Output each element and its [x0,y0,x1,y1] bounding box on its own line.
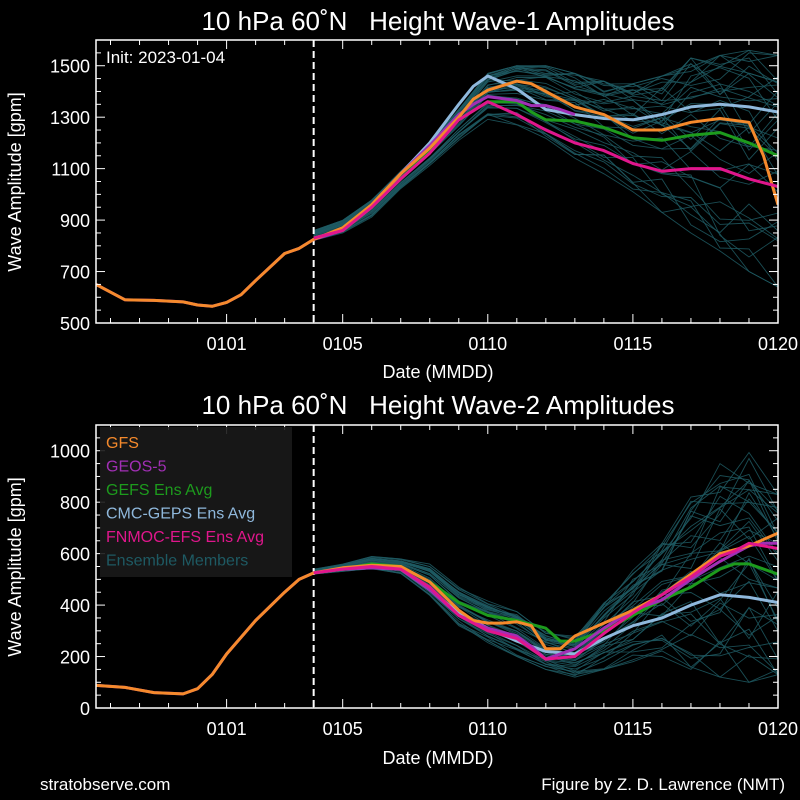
y-tick-label: 900 [60,211,90,231]
x-tick-label: 0101 [207,334,247,354]
x-tick-label: 0110 [468,334,507,354]
legend-entry: Ensemble Members [106,553,248,570]
legend-entry: CMC-GEPS Ens Avg [106,506,255,523]
y-tick-label: 600 [60,545,90,565]
series-line-gfs [96,79,778,308]
wave2-title: 10 hPa 60˚N Height Wave-2 Amplitudes [201,390,674,420]
ensemble-member-line [313,462,778,639]
wave1-init-annotation: Init: 2023-01-04 [106,48,225,67]
x-tick-label: 0115 [614,719,653,739]
footer-credit: Figure by Z. D. Lawrence (NMT) [541,775,785,794]
x-tick-label: 0105 [323,334,363,354]
y-tick-label: 1100 [51,160,90,180]
legend-entry: GFS [106,435,139,452]
y-tick-label: 800 [60,493,90,513]
x-tick-label: 0110 [468,719,507,739]
wave2-panel: 10 hPa 60˚N Height Wave-2 Amplitudes Dat… [5,390,798,768]
wave2-xlabel: Date (MMDD) [383,748,494,768]
ensemble-member-line [313,568,778,683]
plot-area [96,425,778,708]
ensemble-member-line [313,491,778,655]
series-line-gfs [96,531,778,696]
y-tick-label: 1500 [50,57,90,77]
legend-entry: GEOS-5 [106,459,167,476]
ensemble-member-line [313,118,778,288]
y-tick-label: 700 [60,263,90,283]
footer-site: stratobserve.com [40,775,170,794]
x-tick-label: 0105 [323,719,363,739]
ensemble-member-line [313,457,778,643]
y-tick-label: 0 [80,699,90,719]
y-tick-label: 1000 [50,442,90,462]
wave1-xlabel: Date (MMDD) [383,362,494,382]
series-line-fnmoc-efs-ens-avg [313,100,778,240]
wave1-panel: 10 hPa 60˚N Height Wave-1 Amplitudes Ini… [5,6,798,382]
ensemble-member-line [313,113,778,288]
plot-area [96,40,778,323]
legend-entry: FNMOC-EFS Ens Avg [106,529,264,546]
x-tick-label: 0115 [614,334,653,354]
wave1-ylabel: Wave Amplitude [gpm] [5,92,25,271]
y-tick-label: 1300 [50,108,90,128]
x-tick-label: 0120 [758,334,798,354]
wave1-title: 10 hPa 60˚N Height Wave-1 Amplitudes [201,6,674,36]
series-line-fnmoc-efs-ens-avg [313,541,778,661]
y-tick-label: 200 [60,648,90,668]
legend-box [100,427,292,577]
ensemble-member-line [313,498,778,651]
x-tick-label: 0120 [758,719,798,739]
ensemble-member-line [313,105,778,238]
y-tick-label: 500 [60,314,90,334]
legend-entry: GEFS Ens Avg [106,482,212,499]
y-tick-label: 400 [60,596,90,616]
x-tick-label: 0101 [207,719,247,739]
wave2-ylabel: Wave Amplitude [gpm] [5,477,25,656]
ensemble-member-line [313,489,778,641]
ensemble-member-line [313,106,778,258]
